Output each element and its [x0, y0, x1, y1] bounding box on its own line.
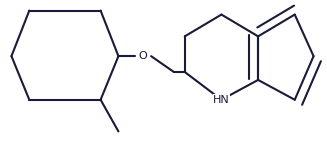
Text: HN: HN	[213, 95, 230, 105]
Text: O: O	[139, 51, 147, 61]
